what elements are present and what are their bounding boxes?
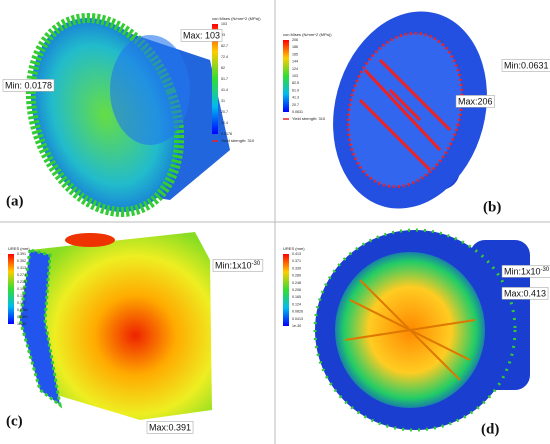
model-d: [313, 228, 530, 432]
model-a: [25, 13, 230, 217]
panel-label: (b): [483, 199, 501, 215]
legend-tick: 0.274: [17, 273, 26, 277]
legend-tick: 0.248: [292, 281, 301, 285]
panel-label: (d): [481, 421, 499, 437]
panel: URES (mm)0.413 0.371 0.330 0.289 0.248 0.206 0…: [283, 246, 550, 437]
max-label: Max:0.413: [504, 288, 546, 298]
legend-tick: 93: [221, 33, 225, 37]
colorbar: [283, 40, 289, 112]
colorbar: [212, 24, 218, 134]
legend-tick: 165: [292, 52, 298, 56]
legend-tick: 82.5: [292, 81, 299, 85]
legend-tick: 20.7: [221, 110, 228, 114]
legend-tick: 0.0178: [221, 132, 232, 136]
min-label-box: [501, 59, 550, 72]
legend-tick: 31: [221, 99, 225, 103]
legend-tick: 0.117: [17, 301, 26, 305]
legend-tick: 72.4: [221, 55, 228, 59]
legend-tick: 103: [221, 22, 227, 26]
min-label-box: [212, 259, 264, 272]
legend: URES (mm)0.391 0.352 0.313 0.274 0.235 0.196 0…: [8, 246, 30, 326]
legend-tick: 82.7: [221, 44, 228, 48]
max-label-box: [455, 95, 495, 108]
legend-tick: 0.0782: [17, 308, 28, 312]
legend-tick: 10.4: [221, 121, 228, 125]
legend-tick: 20.7: [292, 103, 299, 107]
panel-label: (a): [6, 193, 24, 209]
legend-tick: 1e-30: [292, 324, 301, 328]
superscript: -30: [541, 267, 550, 273]
legend-tick: 103: [292, 74, 298, 78]
max-label-box: [146, 421, 194, 434]
legend-tick: 41.4: [221, 88, 228, 92]
legend-title: URES (mm): [8, 246, 30, 251]
legend-tick: 0.124: [292, 302, 301, 306]
legend-tick: 1e-30: [17, 322, 26, 326]
legend-tick: 0.0413: [292, 317, 303, 321]
legend-tick: 0.391: [17, 252, 26, 256]
panel: von Mises (N/mm^2 (MPa))206 186 165 144 124 1…: [283, 32, 550, 215]
legend-tick: 0.313: [17, 266, 26, 270]
legend-tick: 61.9: [292, 88, 299, 92]
legend-tick: 0.165: [292, 295, 301, 299]
legend-tick: 144: [292, 60, 298, 64]
legend-tick: 124: [292, 67, 298, 71]
colorbar: [283, 254, 289, 326]
panel: URES (mm)0.391 0.352 0.313 0.274 0.235 0.196 0…: [6, 246, 264, 434]
legend-tick: 0.0391: [17, 315, 28, 319]
legend-tick: 0.206: [292, 288, 301, 292]
legend-tick: 0.0631: [292, 110, 303, 114]
legend: von Mises (N/mm^2 (MPa))103 93 82.7 72.4 62 5…: [212, 16, 261, 143]
max-label: Max:0.391: [149, 422, 191, 432]
legend: von Mises (N/mm^2 (MPa))206 186 165 144 124 1…: [283, 32, 332, 121]
min-label: Min:1x10-30: [504, 266, 550, 276]
min-label: Min:0.0631: [504, 60, 549, 70]
superscript: -30: [252, 261, 261, 267]
legend-tick: 0.235: [17, 280, 26, 284]
legend-tick: 0.196: [17, 287, 26, 291]
max-label-box: [501, 287, 549, 300]
legend-tick: 0.157: [17, 294, 26, 298]
legend-tick: 0.371: [292, 259, 301, 263]
legend-tick: 186: [292, 45, 298, 49]
colorbar: [8, 254, 14, 324]
max-label: Max: 103: [183, 30, 220, 40]
model-b: [333, 11, 487, 209]
legend-tick: 0.0826: [292, 310, 303, 314]
legend-tick: 51.7: [221, 77, 228, 81]
legend-tick: 0.330: [292, 266, 301, 270]
legend-tick: 206: [292, 38, 298, 42]
legend-note: Yield strength: 310: [292, 116, 326, 121]
max-label-box: [180, 29, 223, 42]
legend-tick: 0.413: [292, 252, 301, 256]
legend-title: von Mises (N/mm^2 (MPa)): [283, 32, 332, 37]
min-label-box: [501, 265, 550, 278]
min-label: Min:1x10-30: [215, 260, 261, 270]
legend-title: von Mises (N/mm^2 (MPa)): [212, 16, 261, 21]
legend: URES (mm)0.413 0.371 0.330 0.289 0.248 0.206 0…: [283, 246, 305, 328]
legend-tick: 0.289: [292, 274, 301, 278]
min-label: Min: 0.0178: [5, 80, 52, 90]
legend-tick: 0.352: [17, 259, 26, 263]
legend-tick: 41.3: [292, 96, 299, 100]
panel: von Mises (N/mm^2 (MPa))103 93 82.7 72.4 62 5…: [2, 16, 261, 209]
min-label-box: [2, 79, 55, 92]
model-c: [18, 232, 212, 420]
legend-title: URES (mm): [283, 246, 305, 251]
legend-tick: 62: [221, 66, 225, 70]
panel-label: (c): [6, 413, 23, 429]
legend-note: Yield strength: 310: [221, 138, 255, 143]
max-label: Max:206: [458, 96, 493, 106]
